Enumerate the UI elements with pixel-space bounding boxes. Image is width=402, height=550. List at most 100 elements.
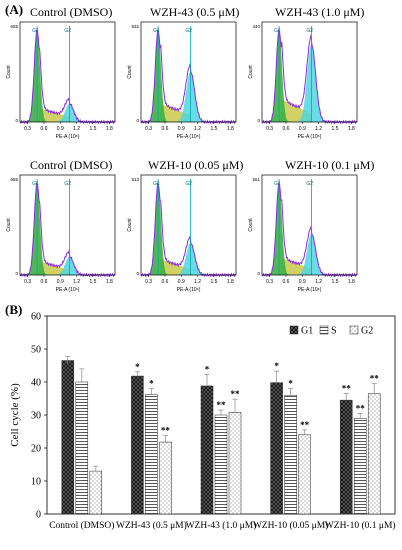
x-tick-label: 0.6: [282, 126, 289, 132]
y-max-label: 532: [131, 24, 139, 29]
x-tick-label: 0.9: [299, 279, 306, 285]
y-axis-label: Count: [248, 218, 254, 232]
x-axis-label-name: PE-A: [56, 287, 69, 293]
g1-phase-area: [262, 183, 357, 275]
flow-title-6: WZH-10 (0.1 μM): [285, 158, 375, 172]
x-tick-label: 1.2: [194, 279, 201, 285]
x-axis-label-unit: (10⁶): [189, 287, 200, 293]
y-axis-label: Count: [248, 65, 254, 79]
g2-phase-area: [20, 103, 115, 122]
x-tick-label: 1.5: [210, 126, 217, 132]
x-category-label: WZH-10 (0.05 μM): [253, 520, 329, 531]
bar-g2: [89, 470, 103, 515]
g2-phase-area: [20, 256, 115, 275]
g2-phase-area: [141, 242, 236, 275]
y-max-label: 551: [252, 177, 260, 182]
significance-marker: *: [205, 364, 210, 374]
x-category-label: WZH-10 (0.1 μM): [325, 520, 396, 531]
fit-curve: [261, 182, 358, 278]
gate-g1-label: G1: [274, 28, 281, 34]
y-max-label: 655: [10, 24, 18, 29]
significance-marker: *: [274, 361, 279, 371]
g1-phase-area: [141, 30, 236, 123]
y-axis-label: Count: [6, 65, 12, 79]
x-axis-label-name: PE-A: [177, 287, 190, 293]
x-tick-label: 1.8: [348, 126, 355, 132]
fit-curve: [140, 29, 237, 125]
x-tick-label: 0.9: [178, 279, 185, 285]
x-tick-label: 1.5: [210, 279, 217, 285]
y-tick-label: 50: [31, 345, 41, 356]
gate-g2-label: G2: [64, 181, 71, 187]
x-axis-label-unit: (10⁶): [68, 134, 79, 140]
flow-panel-1: G1 G2 655 0 Count 0.3 0.6 0.9 1.2 1.5 1.8 PE-A (10⁶…: [6, 21, 116, 140]
x-axis-label-name: PE-A: [298, 287, 311, 293]
bar-g2: [159, 441, 172, 515]
fit-curve: [19, 182, 116, 278]
significance-marker: **: [300, 420, 310, 430]
y-max-label: 513: [131, 177, 139, 182]
x-tick-label: 0.9: [57, 279, 64, 285]
x-tick-label: 0.6: [40, 279, 47, 285]
fit-curve: [19, 29, 116, 125]
y-axis-label: Count: [127, 218, 133, 232]
bar-g1: [270, 382, 283, 515]
g1-phase-area: [20, 183, 115, 275]
x-category-label: WZH-43 (1.0 μM): [186, 520, 257, 531]
legend-swatch-s: [319, 325, 329, 335]
y-zero-label: 0: [136, 118, 139, 123]
significance-marker: **: [342, 384, 352, 394]
flow-title-2: WZH-43 (0.5 μM): [150, 5, 240, 19]
x-tick-label: 0.9: [299, 126, 306, 132]
plot-frame: [261, 21, 358, 123]
x-axis-label-unit: (10⁶): [310, 134, 321, 140]
x-tick-label: 0.6: [40, 126, 47, 132]
legend-label-s: S: [331, 326, 337, 337]
bar-g1: [61, 360, 75, 515]
x-tick-label: 0.6: [282, 279, 289, 285]
legend-swatch-g1: [289, 325, 299, 335]
fit-curve: [261, 29, 358, 125]
significance-marker: **: [370, 374, 380, 384]
bar-s: [75, 381, 89, 515]
g1-phase-area: [262, 30, 357, 123]
g2-phase-area: [262, 44, 357, 122]
x-axis-label-name: PE-A: [177, 134, 190, 140]
bar-g1: [339, 399, 353, 515]
y-max-label: 655: [10, 177, 18, 182]
y-tick-label: 60: [31, 312, 41, 323]
x-tick-label: 1.5: [331, 279, 338, 285]
y-tick-label: 20: [31, 444, 41, 455]
flow-title-1: Control (DMSO): [30, 5, 113, 19]
x-tick-label: 0.9: [57, 126, 64, 132]
bar-s: [145, 394, 158, 515]
y-max-label: 440: [252, 24, 260, 29]
y-zero-label: 0: [257, 271, 260, 276]
significance-marker: **: [356, 403, 366, 413]
x-axis-label: PE-A (10⁶): [56, 134, 80, 140]
x-axis-label: PE-A (10⁶): [177, 287, 201, 293]
y-tick-label: 0: [36, 510, 41, 521]
plot-frame: [19, 174, 116, 276]
bar-g2: [228, 412, 242, 515]
x-axis-label: PE-A (10⁶): [298, 287, 322, 293]
x-tick-label: 1.8: [227, 279, 234, 285]
bar-g1: [131, 375, 144, 515]
gate-g1-label: G1: [32, 181, 39, 187]
flow-title-5: WZH-10 (0.05 μM): [148, 158, 244, 172]
bar-g1: [200, 385, 214, 515]
g1-phase-area: [20, 30, 115, 123]
flow-panel-5: G1 G2 513 0 Count 0.3 0.6 0.9 1.2 1.5 1.8 PE-A (10⁶…: [127, 174, 237, 293]
significance-marker: **: [231, 389, 241, 399]
flow-histograms: G1 G2 655 0 Count 0.3 0.6 0.9 1.2 1.5 1.8 PE-A (10⁶…: [6, 21, 358, 293]
y-zero-label: 0: [257, 118, 260, 123]
flow-panel-2: G1 G2 532 0 Count 0.3 0.6 0.9 1.2 1.5 1.8 PE-A (10⁶…: [127, 21, 237, 140]
bar-g2: [298, 434, 311, 515]
x-tick-label: 0.6: [161, 126, 168, 132]
x-tick-label: 0.6: [161, 279, 168, 285]
gate-g2-label: G2: [306, 181, 313, 187]
y-tick-label: 10: [31, 477, 41, 488]
x-tick-label: 0.3: [145, 279, 152, 285]
y-zero-label: 0: [15, 271, 18, 276]
y-zero-label: 0: [15, 118, 18, 123]
